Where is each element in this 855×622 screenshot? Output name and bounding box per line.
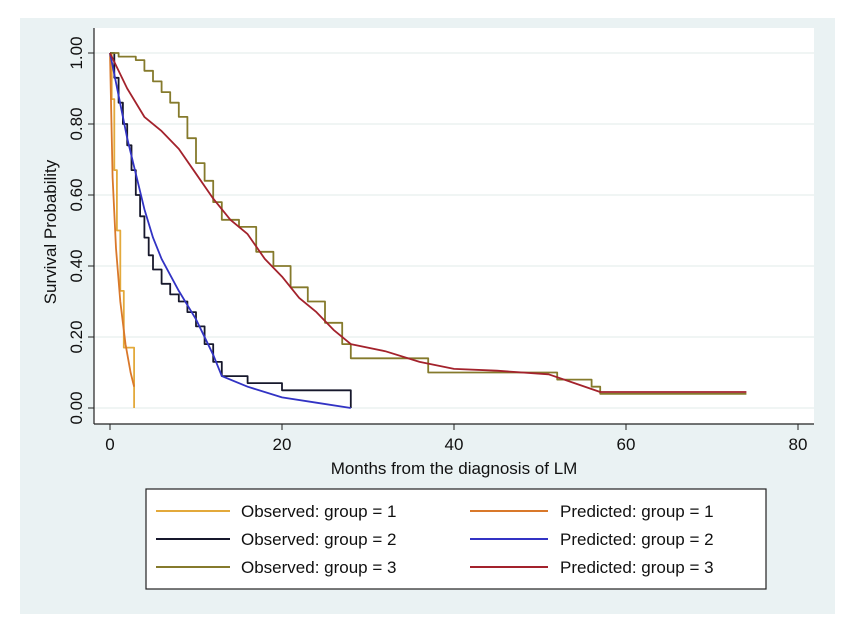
legend-label: Observed: group = 3 bbox=[241, 558, 396, 577]
y-tick-label: 0.80 bbox=[67, 107, 86, 140]
series-lines bbox=[109, 52, 747, 409]
series-line-5 bbox=[109, 52, 351, 409]
y-tick-label: 1.00 bbox=[67, 36, 86, 69]
y-axis-label: Survival Probability bbox=[41, 159, 60, 304]
y-tick-label: 0.20 bbox=[67, 320, 86, 353]
y-tick-label: 0.60 bbox=[67, 178, 86, 211]
x-axis-label: Months from the diagnosis of LM bbox=[331, 459, 578, 478]
x-tick-label: 20 bbox=[273, 435, 292, 454]
gridlines bbox=[94, 52, 814, 409]
x-tick-label: 40 bbox=[445, 435, 464, 454]
legend: Observed: group = 1 Observed: group = 2 Ob… bbox=[145, 488, 767, 590]
legend-label: Predicted: group = 3 bbox=[560, 558, 714, 577]
y-tick-label: 0.40 bbox=[67, 249, 86, 282]
legend-label: Predicted: group = 2 bbox=[560, 530, 714, 549]
plot-area bbox=[94, 28, 814, 424]
legend-label: Observed: group = 1 bbox=[241, 502, 396, 521]
x-tick-label: 60 bbox=[617, 435, 636, 454]
series-line-2 bbox=[110, 52, 352, 408]
y-tick-label: 0.00 bbox=[67, 391, 86, 424]
legend-label: Observed: group = 2 bbox=[241, 530, 396, 549]
legend-label: Predicted: group = 1 bbox=[560, 502, 714, 521]
y-ticks: 0.00 0.20 0.40 0.60 0.80 1.00 bbox=[67, 36, 94, 425]
legend-box bbox=[145, 488, 767, 590]
x-ticks: 0 20 40 60 80 bbox=[105, 424, 807, 454]
series-line-6 bbox=[109, 52, 747, 393]
series-line-3 bbox=[110, 52, 747, 395]
series-line-4 bbox=[109, 52, 135, 387]
x-tick-label: 80 bbox=[789, 435, 808, 454]
x-tick-label: 0 bbox=[105, 435, 114, 454]
